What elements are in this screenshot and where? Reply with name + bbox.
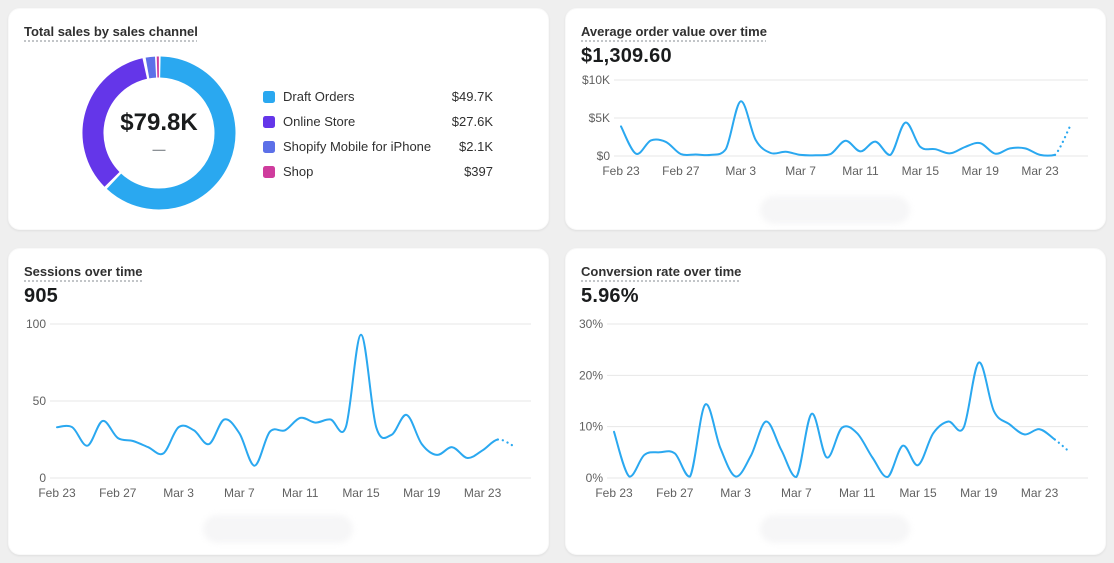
legend-swatch-icon <box>263 115 275 128</box>
svg-text:Mar 19: Mar 19 <box>403 486 441 500</box>
average-order-value-line-chart: $0 $5K $10K Feb 23 Feb 27 Mar 3 Mar 7 Mar 11 Mar… <box>577 70 1094 186</box>
conversion-rate-line-chart: 0% 10% 20% 30% Feb 23 Feb 27 Mar 3 Mar 7 Mar 11 M… <box>577 314 1094 508</box>
metric-average-order-value: $1,309.60 <box>581 45 672 67</box>
legend-value: $397 <box>464 164 493 179</box>
card-total-sales-by-channel: Total sales by sales channel $79.8K — Dr… <box>8 8 549 230</box>
svg-text:$0: $0 <box>597 149 611 163</box>
metric-sessions: 905 <box>24 285 58 307</box>
svg-text:Feb 23: Feb 23 <box>602 164 640 178</box>
svg-text:Mar 23: Mar 23 <box>1021 486 1059 500</box>
legend-swatch-icon <box>263 140 275 153</box>
metric-conversion-rate: 5.96% <box>581 285 639 307</box>
svg-text:Mar 7: Mar 7 <box>224 486 255 500</box>
svg-text:Feb 23: Feb 23 <box>595 486 633 500</box>
svg-text:Mar 3: Mar 3 <box>720 486 751 500</box>
svg-text:Mar 7: Mar 7 <box>781 486 812 500</box>
sessions-line-chart: 0 50 100 Feb 23 Feb 27 Mar 3 Mar 7 Mar 11 Mar 15… <box>20 314 537 508</box>
svg-text:Mar 7: Mar 7 <box>785 164 816 178</box>
blurred-tooltip-artifact <box>760 196 910 224</box>
sales-channel-legend: Draft Orders $49.7K Online Store $27.6K … <box>263 84 493 184</box>
legend-label: Shop <box>283 164 314 179</box>
svg-text:Mar 23: Mar 23 <box>1021 164 1059 178</box>
svg-text:Feb 23: Feb 23 <box>38 486 76 500</box>
legend-value: $2.1K <box>459 139 493 154</box>
svg-text:Mar 23: Mar 23 <box>464 486 502 500</box>
legend-row-shopify-mobile: Shopify Mobile for iPhone $2.1K <box>263 134 493 159</box>
legend-label: Draft Orders <box>283 89 355 104</box>
svg-text:Mar 11: Mar 11 <box>839 486 876 500</box>
legend-label: Online Store <box>283 114 356 129</box>
legend-row-draft-orders: Draft Orders $49.7K <box>263 84 493 109</box>
svg-text:$10K: $10K <box>582 73 610 87</box>
blurred-tooltip-artifact <box>760 515 910 543</box>
svg-text:Mar 3: Mar 3 <box>163 486 194 500</box>
card-title-conversion-rate[interactable]: Conversion rate over time <box>581 264 742 279</box>
svg-text:100: 100 <box>26 317 46 331</box>
svg-text:Mar 11: Mar 11 <box>842 164 879 178</box>
legend-swatch-icon <box>263 165 275 178</box>
svg-text:10%: 10% <box>579 420 603 434</box>
svg-text:Mar 19: Mar 19 <box>960 486 998 500</box>
card-sessions-over-time: Sessions over time 905 0 50 100 Feb 23 Feb 2… <box>8 248 549 555</box>
svg-text:Mar 15: Mar 15 <box>902 164 940 178</box>
legend-value: $49.7K <box>451 89 493 104</box>
svg-text:Feb 27: Feb 27 <box>99 486 137 500</box>
card-conversion-rate: Conversion rate over time 5.96% 0% 10% 20%… <box>565 248 1106 555</box>
svg-text:Mar 11: Mar 11 <box>282 486 319 500</box>
legend-row-shop: Shop $397 <box>263 159 493 184</box>
svg-text:0: 0 <box>39 471 46 485</box>
sales-channel-donut-chart <box>74 48 244 218</box>
card-title-average-order-value[interactable]: Average order value over time <box>581 24 767 39</box>
legend-swatch-icon <box>263 90 275 103</box>
svg-text:Feb 27: Feb 27 <box>662 164 700 178</box>
legend-label: Shopify Mobile for iPhone <box>283 139 432 154</box>
svg-text:Mar 19: Mar 19 <box>962 164 1000 178</box>
card-title-total-sales[interactable]: Total sales by sales channel <box>24 24 198 39</box>
legend-row-online-store: Online Store $27.6K <box>263 109 493 134</box>
svg-text:Mar 15: Mar 15 <box>899 486 937 500</box>
svg-text:30%: 30% <box>579 317 603 331</box>
card-title-sessions[interactable]: Sessions over time <box>24 264 143 279</box>
blurred-tooltip-artifact <box>203 515 353 543</box>
svg-text:$5K: $5K <box>589 111 610 125</box>
svg-text:20%: 20% <box>579 368 603 382</box>
legend-value: $27.6K <box>451 114 493 129</box>
svg-text:Feb 27: Feb 27 <box>656 486 694 500</box>
svg-text:50: 50 <box>33 394 47 408</box>
card-average-order-value: Average order value over time $1,309.60 … <box>565 8 1106 230</box>
svg-text:0%: 0% <box>586 471 604 485</box>
svg-text:Mar 15: Mar 15 <box>342 486 380 500</box>
svg-text:Mar 3: Mar 3 <box>725 164 756 178</box>
